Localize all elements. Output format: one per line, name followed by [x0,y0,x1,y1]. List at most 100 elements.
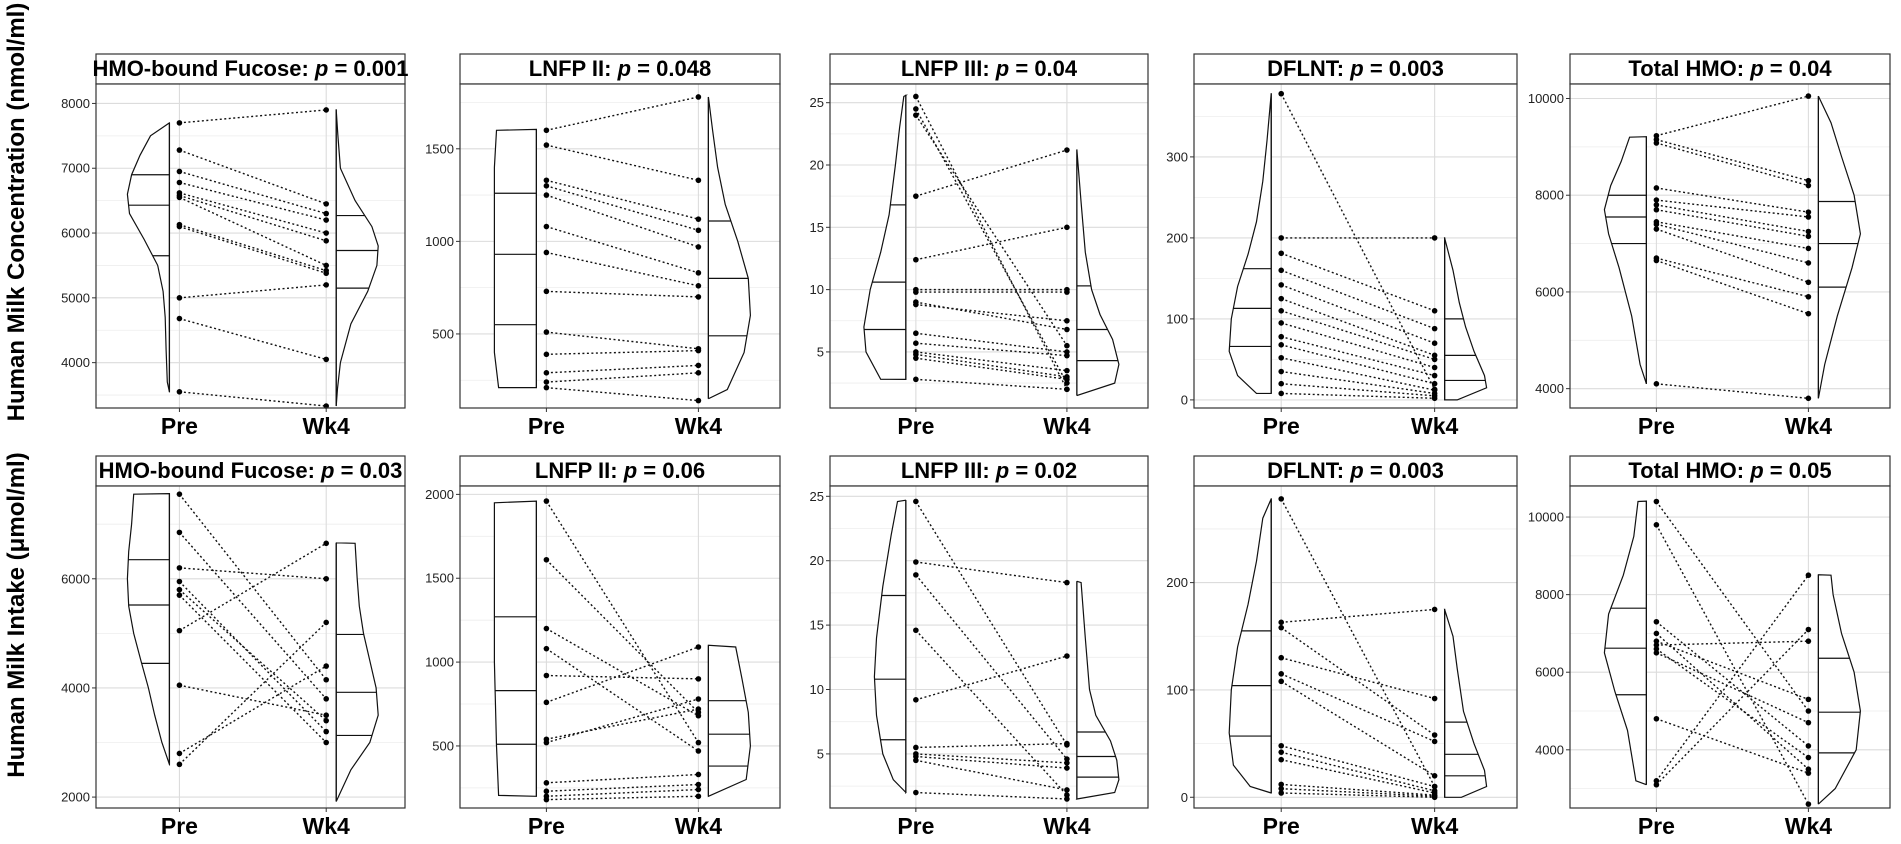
row-label-intake: Human Milk Intake (μmol/ml) [3,452,30,777]
violin-pre [863,94,909,380]
data-point-pre [543,672,550,679]
data-point-wk4 [323,739,330,746]
chart-panel: DFLNT: p = 0.003 0 100 200 300 Pre Wk4 [1166,53,1518,439]
pair-line [546,372,699,383]
plot-border [95,83,406,409]
pair-line [1656,204,1809,233]
pair-line [915,574,1068,760]
pair-line [915,501,1068,746]
data-point-wk4 [1064,756,1070,762]
pair-line [179,109,327,124]
pair-line [1656,640,1809,646]
pair-line [179,225,327,274]
pair-line [915,755,1067,769]
data-point-pre [1653,140,1660,146]
data-point-pre [176,750,183,757]
data-point-wk4 [1431,364,1438,371]
pair-line [1655,574,1809,782]
data-point-pre [543,249,550,256]
pair-line [915,114,1068,347]
data-point-wk4 [323,728,330,735]
panel-strip [459,455,781,487]
chart-panel: HMO-bound Fucose: p = 0.001 4000 5000 6000 7… [61,53,409,439]
data-point-pre [913,330,919,337]
data-point-pre [176,761,183,768]
plot-border [829,485,1149,809]
x-label-pre: Pre [528,813,565,839]
pair-line [915,629,1068,796]
data-point-pre [1653,202,1660,208]
panel-p-value: = 0.04 [1764,56,1833,81]
pair-line [179,542,327,632]
data-point-pre [1653,521,1660,528]
data-point-wk4 [1431,738,1438,745]
pair-line [1656,223,1809,264]
pair-line [915,96,1068,390]
data-point-wk4 [1805,310,1812,317]
data-point-wk4 [1431,732,1438,738]
data-point-pre [1653,715,1660,722]
data-point-wk4 [1805,572,1812,579]
data-point-wk4 [1064,224,1070,231]
panel-title-name: DFLNT: [1267,458,1350,483]
pair-line [915,303,1067,322]
data-point-pre [1278,368,1285,375]
y-tick-label: 4000 [61,680,90,695]
y-tick-label: 1000 [425,234,454,249]
data-point-wk4 [695,216,702,222]
pair-line [546,349,699,356]
data-point-wk4 [1431,308,1438,314]
x-label-pre: Pre [897,413,934,439]
data-point-wk4 [1805,719,1812,726]
pair-line [1656,142,1809,187]
data-point-pre [543,739,550,746]
x-label-pre: Pre [1263,813,1300,839]
data-point-pre [1653,618,1660,625]
data-point-wk4 [323,282,330,288]
data-point-wk4 [1064,376,1070,383]
pair-line [179,317,327,361]
pair-line [546,648,699,752]
panel-strip [95,53,406,85]
pair-line [915,753,1067,764]
pair-line [546,331,699,350]
data-point-pre [1653,638,1660,644]
data-point-wk4 [1064,765,1070,771]
data-point-pre [1278,390,1285,397]
panel-p-symbol: p [320,458,334,483]
pair-line [915,655,1068,701]
y-tick-label: 15 [810,618,824,633]
data-point-wk4 [1064,653,1070,659]
data-point-wk4 [1805,228,1812,235]
pair-line [178,493,327,681]
x-label-wk4: Wk4 [1043,413,1091,439]
x-label-wk4: Wk4 [1043,813,1091,839]
y-tick-label: 10000 [1528,91,1564,106]
pair-line [546,225,699,274]
data-point-pre [543,223,550,230]
data-point-pre [1278,785,1285,792]
panel-title: Total HMO: p = 0.04 [1628,56,1832,81]
pair-line [1281,759,1435,794]
panel-title: LNFP III: p = 0.02 [901,458,1077,483]
y-tick-label: 20 [810,553,824,568]
y-tick-label: 500 [432,326,454,341]
data-point-pre [176,592,183,598]
panel-p-symbol: p [314,56,328,81]
data-point-wk4 [1064,740,1070,747]
y-tick-label: 10000 [1528,510,1564,525]
pair-line [178,589,327,722]
data-point-pre [913,627,919,634]
pair-line [1280,269,1435,330]
data-point-wk4 [695,370,702,376]
x-label-wk4: Wk4 [675,413,723,439]
data-point-wk4 [323,717,330,724]
y-tick-label: 25 [810,95,824,110]
data-point-wk4 [323,712,330,719]
y-tick-label: 4000 [61,355,90,370]
data-point-pre [1653,650,1660,656]
pair-line [915,351,1067,372]
panel-p-value: = 0.003 [1364,56,1444,81]
panel-title-name: Total HMO: [1628,458,1750,483]
data-point-pre [176,147,183,153]
